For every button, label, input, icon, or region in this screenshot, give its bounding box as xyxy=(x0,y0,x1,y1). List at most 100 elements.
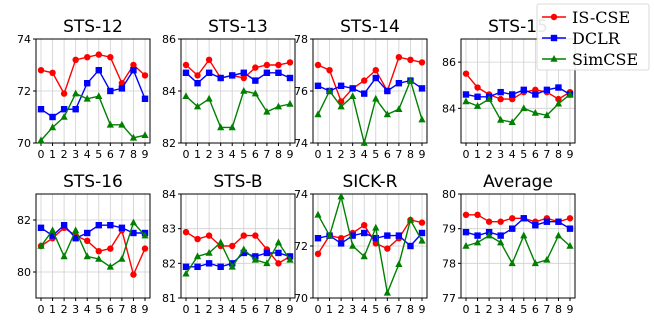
data-point-simcse xyxy=(395,260,403,267)
data-point-dclr xyxy=(555,218,562,225)
data-point-simcse xyxy=(263,259,271,267)
data-point-dclr xyxy=(252,77,259,84)
y-tick-label: 74 xyxy=(294,188,308,201)
x-tick-label: 8 xyxy=(130,148,137,161)
series-line-simcse xyxy=(185,90,291,129)
x-tick-label: 4 xyxy=(229,148,236,161)
x-tick-label: 0 xyxy=(183,148,190,161)
data-point-dclr xyxy=(361,90,368,97)
legend-marker xyxy=(550,13,558,21)
data-point-dclr xyxy=(462,228,470,236)
data-point-dclr xyxy=(194,80,201,87)
data-point-simcse xyxy=(240,245,248,253)
data-point-is-cse xyxy=(49,69,56,77)
series-line-is-cse xyxy=(317,219,423,255)
legend: IS-CSE DCLR SimCSE xyxy=(536,3,650,71)
y-tick-label: 82 xyxy=(17,214,31,227)
data-point-is-cse xyxy=(194,235,201,243)
data-point-dclr xyxy=(337,82,345,89)
data-point-dclr xyxy=(384,232,391,239)
x-tick-label: 1 xyxy=(326,303,333,316)
data-point-simcse xyxy=(217,238,225,246)
data-point-dclr xyxy=(95,67,102,74)
panel-sts-12: STS-12 70 72 74 0 1 2 3 4 5 6 7 8 9 xyxy=(17,17,151,161)
data-point-simcse xyxy=(406,216,415,223)
x-tick-label: 5 xyxy=(372,148,379,161)
y-tick-label: 70 xyxy=(17,137,31,150)
x-tick-label: 6 xyxy=(107,148,114,161)
data-point-simcse xyxy=(118,255,126,262)
data-point-simcse xyxy=(418,115,426,123)
data-point-dclr xyxy=(555,84,562,91)
data-point-is-cse xyxy=(462,211,470,218)
data-point-is-cse xyxy=(72,56,79,63)
data-point-simcse xyxy=(72,226,80,234)
data-point-dclr xyxy=(182,263,190,270)
y-tick-label: 83 xyxy=(162,223,176,236)
x-tick-label: 9 xyxy=(142,303,149,316)
x-tick-label: 8 xyxy=(555,303,562,316)
panel-title: STS-12 xyxy=(63,17,123,37)
data-point-simcse xyxy=(360,252,368,260)
series-line-dclr xyxy=(465,217,571,237)
data-point-is-cse xyxy=(418,219,426,226)
y-tick-label: 84 xyxy=(162,85,176,98)
series-line-simcse xyxy=(465,233,571,265)
data-point-simcse xyxy=(372,94,380,102)
data-point-dclr xyxy=(384,87,391,95)
data-point-is-cse xyxy=(95,248,102,255)
series-line-is-cse xyxy=(40,53,146,96)
data-point-dclr xyxy=(194,263,201,270)
data-point-dclr xyxy=(418,229,426,237)
legend-item-dclr: DCLR xyxy=(542,29,621,48)
series-simcse xyxy=(462,90,574,125)
data-point-is-cse xyxy=(509,215,516,222)
data-point-is-cse xyxy=(384,245,391,252)
data-point-simcse xyxy=(349,92,357,99)
x-tick-label: 0 xyxy=(463,303,470,316)
data-point-simcse xyxy=(372,223,380,231)
data-point-dclr xyxy=(543,218,551,225)
data-point-simcse xyxy=(48,123,57,131)
x-tick-label: 1 xyxy=(326,148,333,161)
data-point-simcse xyxy=(141,231,149,239)
data-point-is-cse xyxy=(314,61,322,69)
data-point-is-cse xyxy=(130,271,137,278)
x-tick-label: 9 xyxy=(419,303,426,316)
data-point-is-cse xyxy=(240,74,247,82)
series-simcse xyxy=(314,192,426,296)
x-tick-label: 8 xyxy=(555,148,562,161)
x-tick-label: 7 xyxy=(118,148,125,161)
x-tick-label: 9 xyxy=(419,148,426,161)
data-point-dclr xyxy=(497,232,504,239)
y-tick-label: 84 xyxy=(442,102,456,115)
x-tick-label: 4 xyxy=(84,303,91,316)
data-point-dclr xyxy=(509,91,516,98)
x-tick-label: 0 xyxy=(315,303,322,316)
y-tick-label: 77 xyxy=(442,292,456,305)
data-point-simcse xyxy=(395,105,403,112)
data-point-is-cse xyxy=(252,64,259,71)
data-point-simcse xyxy=(473,238,482,246)
grid xyxy=(181,193,295,299)
y-tick-label: 78 xyxy=(294,33,308,46)
data-point-simcse xyxy=(566,242,574,249)
data-point-simcse xyxy=(349,242,357,249)
panel-title: SICK-R xyxy=(343,172,398,192)
data-point-simcse xyxy=(182,92,190,99)
x-tick-label: 4 xyxy=(361,148,368,161)
series-dclr xyxy=(462,215,574,239)
data-point-is-cse xyxy=(275,260,282,267)
data-point-is-cse xyxy=(275,61,282,69)
data-point-simcse xyxy=(520,231,528,239)
data-point-dclr xyxy=(349,232,356,239)
y-tick-label: 84 xyxy=(162,188,176,201)
x-tick-label: 5 xyxy=(520,148,527,161)
x-tick-label: 3 xyxy=(497,148,504,161)
data-point-dclr xyxy=(263,69,271,76)
data-point-dclr xyxy=(263,249,271,257)
y-tick-label: 72 xyxy=(17,85,31,98)
data-point-dclr xyxy=(337,240,345,247)
data-point-is-cse xyxy=(229,242,236,250)
data-point-dclr xyxy=(275,249,282,257)
